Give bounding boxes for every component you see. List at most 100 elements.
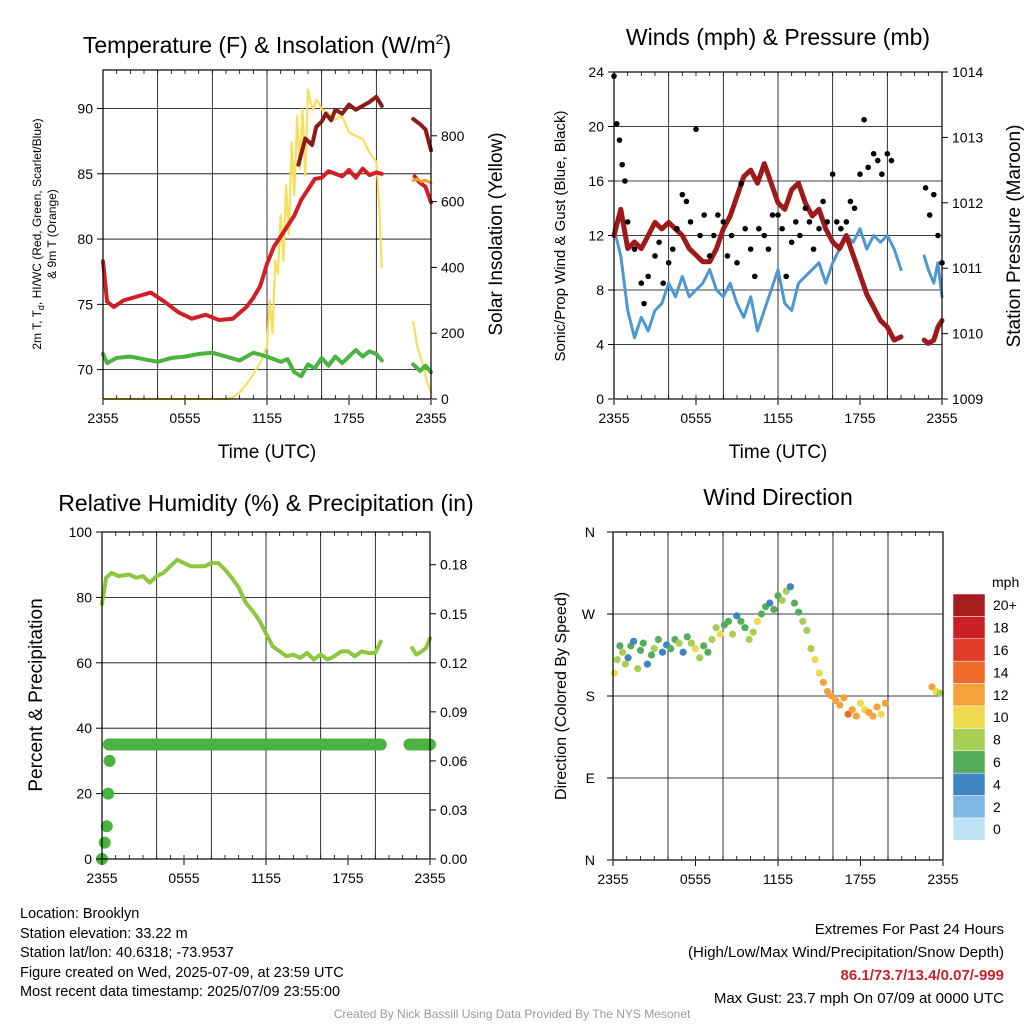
x-tick-label: 0555 [169, 410, 200, 426]
gust-point [624, 219, 631, 225]
wind-direction-point [823, 687, 832, 696]
station-info: Location: Brooklyn Station elevation: 33… [20, 905, 344, 1003]
winds-panel: Winds (mph) & Pressure (mb) 2355 0555 1155… [552, 24, 1024, 463]
wind-direction-point [811, 655, 819, 664]
colorbar-swatch [952, 705, 986, 729]
gust-point [783, 273, 789, 280]
gust-point [765, 246, 772, 252]
y2-tick-label: 1013 [952, 129, 983, 145]
x-tick-label: 0555 [680, 871, 711, 887]
y-tick-label: 80 [77, 231, 93, 247]
gust-point [931, 191, 937, 198]
y2-tick-label: 400 [441, 259, 465, 275]
dewpoint-line [411, 362, 433, 375]
y2-tick-label: 0.09 [440, 704, 467, 720]
y-tick-label: 40 [76, 720, 92, 736]
colorbar-swatch [952, 616, 986, 640]
wind-direction-point [683, 633, 691, 641]
wind-direction-point [795, 608, 803, 616]
gust-point [847, 198, 854, 205]
y-tick-label: 85 [77, 166, 93, 182]
gust-point [693, 126, 699, 133]
wind-direction-point [848, 706, 856, 714]
figure-created: Figure created on Wed, 2025-07-09, at 23… [20, 964, 344, 981]
colorbar-swatch [952, 772, 986, 796]
humidity-line [410, 636, 432, 657]
temp-9m-line [411, 177, 433, 185]
gust-point [775, 212, 781, 218]
wind-direction-point [770, 605, 778, 614]
wind-direction-point [621, 660, 629, 668]
gust-point [806, 219, 813, 225]
wind-direction-point [643, 660, 651, 668]
wind-direction-point [877, 710, 885, 718]
direction-tick-label: W [582, 606, 596, 622]
pressure-line [921, 318, 945, 346]
colorbar-swatch [952, 638, 986, 662]
precipitation-point [103, 754, 116, 767]
gust-point [687, 219, 694, 225]
extremes-box: Extremes For Past 24 Hours (High/Low/Max… [688, 918, 1004, 1010]
gust-point [660, 280, 666, 286]
wind-direction-point [650, 645, 658, 653]
y-tick-label: 20 [588, 119, 604, 135]
wind-direction-point [881, 699, 889, 707]
y-tick-label: 20 [76, 786, 92, 802]
y-tick-label: 12 [588, 228, 604, 244]
y2-tick-label: 0.15 [440, 606, 467, 622]
wind-direction-point [639, 639, 647, 647]
wind-direction-point [828, 692, 836, 700]
temperature-x-axis-label: Time (UTC) [218, 442, 317, 463]
gust-point [697, 232, 703, 239]
gust-point [843, 219, 850, 225]
wind-direction-y-axis-label: Direction (Colored By Speed) [553, 592, 570, 800]
wind-direction-point [613, 655, 621, 664]
x-tick-label: 1755 [844, 410, 875, 426]
wind-direction-point [610, 669, 618, 677]
wind-direction-point [658, 648, 667, 656]
wind-direction-chart-title: Wind Direction [703, 484, 853, 510]
winds-chart-title: Winds (mph) & Pressure (mb) [626, 24, 930, 50]
wind-direction-point [928, 683, 936, 691]
colorbar-label: 2 [993, 799, 1001, 815]
x-tick-label: 2355 [87, 410, 118, 426]
wind-direction-point [624, 654, 632, 662]
gust-point [820, 198, 826, 205]
wind-direction-point [708, 635, 716, 644]
gust-point [857, 171, 863, 177]
gust-point [706, 253, 713, 259]
y2-tick-label: 0.12 [440, 655, 467, 671]
wind-y-axis-label: Sonic/Prop Wind & Gust (Blue, Black) [552, 111, 569, 362]
winds-x-axis-label: Time (UTC) [729, 442, 828, 463]
extremes-values: 86.1/73.7/13.4/0.07/-999 [840, 967, 1004, 984]
x-tick-label: 2355 [598, 410, 629, 426]
temperature-line [101, 166, 384, 322]
wind-direction-point [687, 639, 695, 647]
colorbar-swatch [952, 750, 986, 774]
x-tick-label: 2355 [927, 871, 958, 887]
gust-point [638, 280, 645, 286]
wind-direction-point [745, 635, 753, 644]
gust-point [851, 205, 858, 212]
gust-point [792, 219, 799, 225]
humidity-y-axis-label: Percent & Precipitation [26, 598, 47, 791]
heat-index-line [411, 117, 433, 153]
direction-tick-label: E [586, 770, 595, 786]
y-tick-label: 24 [588, 64, 604, 80]
gust-point [816, 225, 822, 232]
recent-timestamp: Most recent data timestamp: 2025/07/09 2… [20, 984, 341, 1001]
x-tick-label: 1155 [251, 870, 281, 886]
colorbar-label: 20+ [993, 597, 1017, 613]
wind-direction-point [782, 587, 790, 595]
wind-direction-point [733, 612, 741, 620]
gust-point [935, 232, 941, 239]
y2-tick-label: 600 [441, 194, 465, 210]
colorbar-label: 16 [993, 642, 1009, 658]
temperature-y-axis-label: 2m T, Td, HI/WC (Red, Green, Scarlet/Blu… [30, 118, 46, 349]
dewpoint-line [101, 348, 384, 379]
gust-point [720, 219, 727, 225]
wind-direction-point [630, 637, 638, 645]
wind-direction-point [704, 648, 712, 656]
wind-direction-point [778, 596, 786, 604]
wind-direction-point [619, 648, 627, 656]
